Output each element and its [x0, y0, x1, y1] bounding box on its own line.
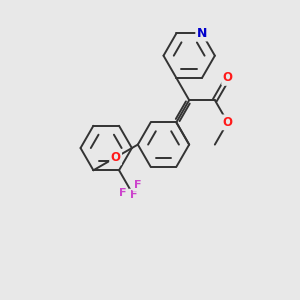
- Text: N: N: [197, 27, 207, 40]
- Text: F: F: [130, 190, 137, 200]
- Text: O: O: [111, 151, 121, 164]
- Text: O: O: [223, 71, 233, 84]
- Text: F: F: [119, 188, 126, 199]
- Text: F: F: [134, 180, 141, 190]
- Text: O: O: [223, 116, 233, 129]
